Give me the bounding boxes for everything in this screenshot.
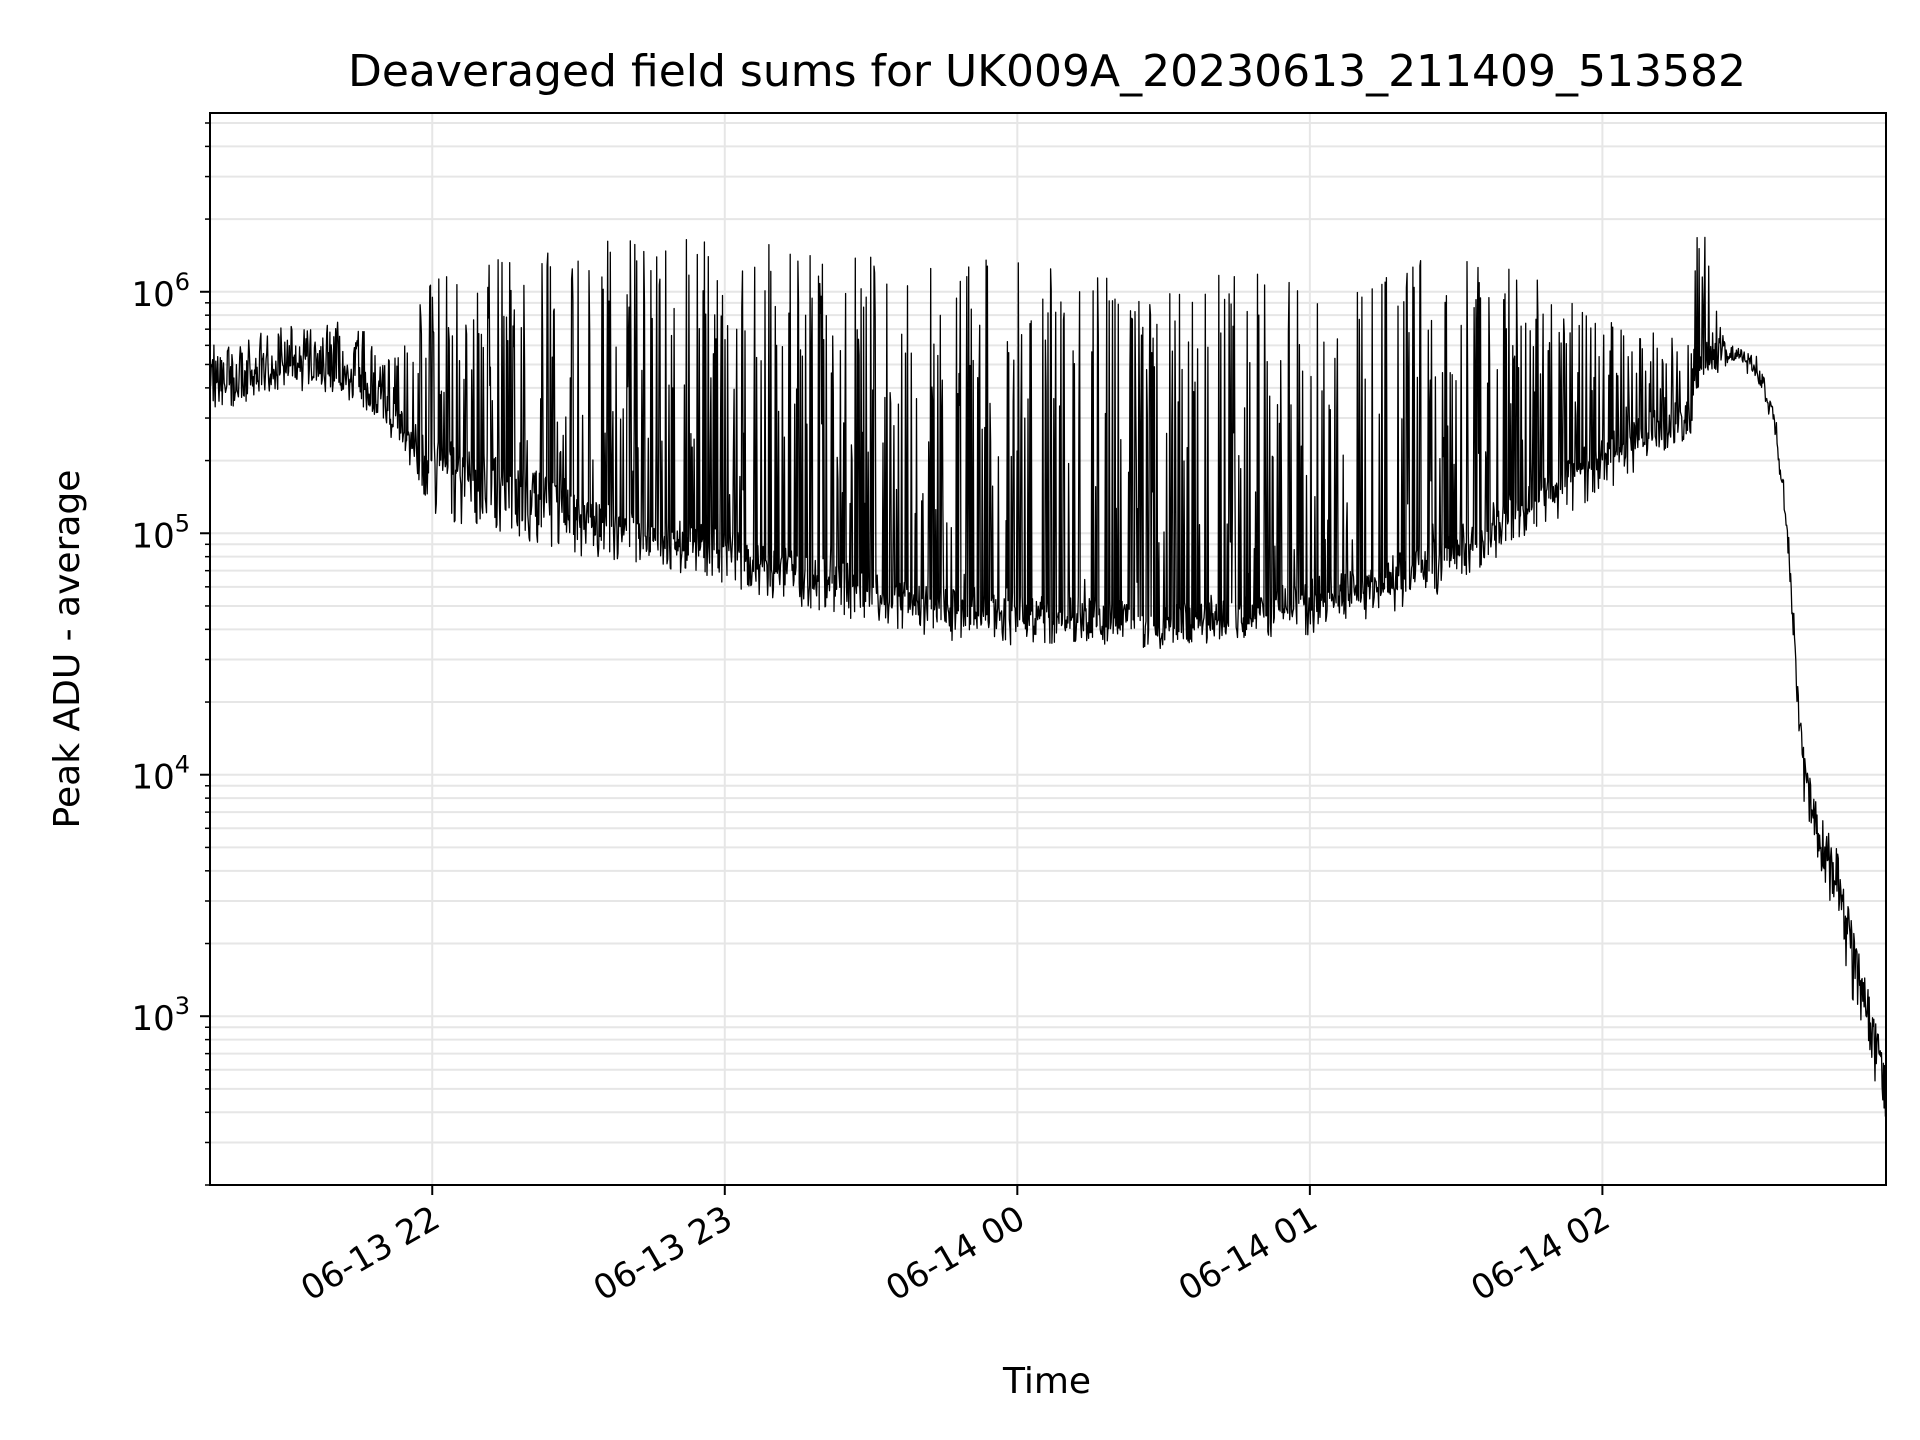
y-tick-label: 103 [131,992,190,1039]
plot-frame [209,112,1887,1186]
y-tick-label: 105 [131,509,190,556]
chart-title: Deaveraged field sums for UK009A_2023061… [348,46,1746,97]
x-axis-label: Time [1002,1361,1091,1402]
series-line [209,236,1887,1117]
y-tick-label: 104 [131,751,190,798]
y-axis: 103 104 105 106 [131,122,210,1186]
y-tick-label: 106 [131,268,190,315]
y-axis-label: Peak ADU - average [47,470,88,829]
plot-area [209,236,1887,1117]
